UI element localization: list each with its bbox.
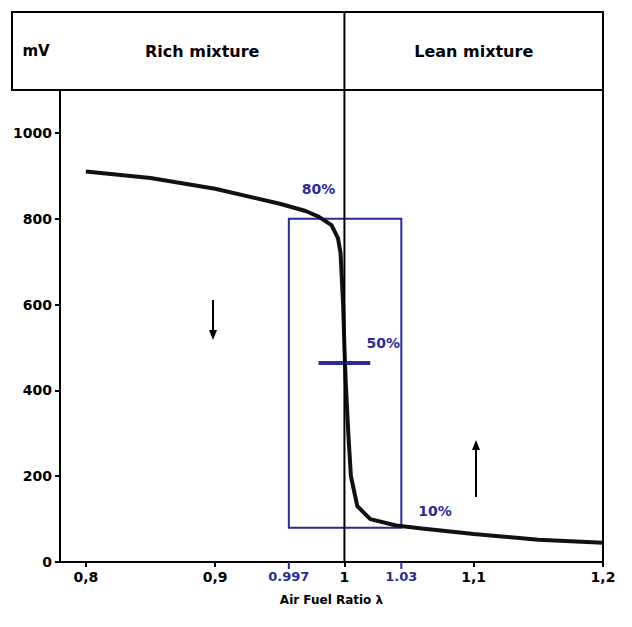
svg-text:50%: 50% (366, 335, 400, 351)
svg-text:1,1: 1,1 (461, 569, 486, 585)
svg-text:0,9: 0,9 (203, 569, 228, 585)
svg-text:1000: 1000 (13, 125, 52, 141)
svg-text:mV: mV (22, 42, 50, 60)
svg-text:0.997: 0.997 (268, 569, 309, 584)
svg-text:Rich mixture: Rich mixture (145, 42, 260, 61)
svg-text:80%: 80% (302, 181, 336, 197)
svg-text:400: 400 (23, 382, 52, 398)
svg-text:0: 0 (42, 554, 52, 570)
svg-text:1.03: 1.03 (385, 569, 417, 584)
svg-text:1: 1 (340, 569, 350, 585)
svg-text:800: 800 (23, 211, 52, 227)
svg-text:10%: 10% (418, 503, 452, 519)
svg-text:200: 200 (23, 468, 52, 484)
svg-text:1,2: 1,2 (591, 569, 616, 585)
svg-text:600: 600 (23, 297, 52, 313)
svg-text:Lean mixture: Lean mixture (414, 42, 533, 61)
svg-text:0,8: 0,8 (73, 569, 98, 585)
svg-text:Air Fuel Ratio λ: Air Fuel Ratio λ (280, 593, 384, 607)
